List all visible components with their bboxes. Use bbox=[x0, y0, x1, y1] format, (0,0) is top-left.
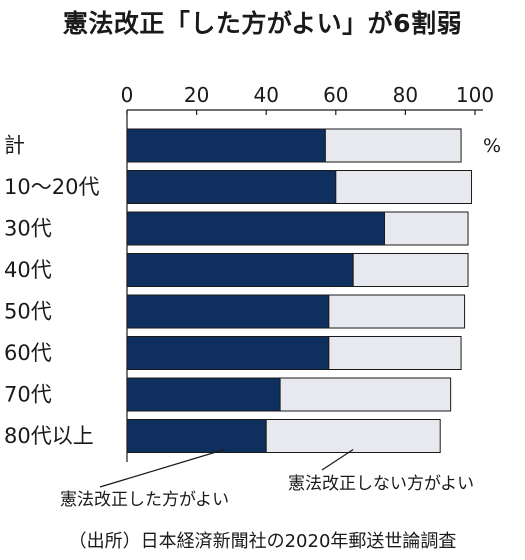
category-labels: 計 10～20代 30代 40代 50代 60代 70代 80代以上 bbox=[4, 134, 99, 449]
category-label: 50代 bbox=[4, 300, 52, 324]
source-note: （出所）日本経済新聞社の2020年郵送世論調査 bbox=[68, 531, 457, 552]
bar-oppose bbox=[352, 253, 469, 287]
bar-oppose bbox=[328, 336, 462, 370]
bar-support bbox=[126, 419, 267, 453]
bar-support bbox=[126, 211, 386, 246]
chart-title: 憲法改正「した方がよい」が6割弱 bbox=[62, 9, 463, 38]
bars bbox=[126, 128, 473, 453]
legend-label-support: 憲法改正した方がよい bbox=[60, 489, 229, 510]
legend: 憲法改正した方がよい 憲法改正しない方がよい bbox=[60, 448, 474, 510]
bar-support bbox=[126, 128, 326, 163]
bar-oppose bbox=[324, 128, 462, 163]
category-label: 30代 bbox=[4, 217, 52, 241]
bar-support bbox=[126, 377, 281, 412]
category-label: 10～20代 bbox=[4, 175, 99, 199]
legend-leader-oppose bbox=[321, 448, 354, 471]
bar-support bbox=[126, 170, 337, 204]
bar-oppose bbox=[265, 419, 441, 453]
axis: 0 20 40 60 80 100% bbox=[121, 83, 501, 462]
bar-oppose bbox=[384, 211, 469, 246]
category-label: 70代 bbox=[4, 383, 52, 407]
x-tick-label: 40 bbox=[253, 83, 278, 107]
x-tick-label: 80 bbox=[393, 83, 418, 107]
x-tick-label: 60 bbox=[323, 83, 348, 107]
legend-label-oppose: 憲法改正しない方がよい bbox=[288, 473, 474, 494]
x-tick-label: 100 bbox=[456, 83, 494, 107]
x-tick-label: 0 bbox=[121, 83, 134, 107]
bar-oppose bbox=[335, 170, 473, 204]
bar-support bbox=[126, 253, 354, 287]
bar-oppose bbox=[279, 377, 452, 412]
category-label: 60代 bbox=[4, 341, 52, 365]
x-tick-label: 20 bbox=[184, 83, 209, 107]
category-label: 計 bbox=[4, 134, 25, 158]
category-label: 40代 bbox=[4, 258, 52, 282]
unit-label: % bbox=[483, 135, 501, 157]
bar-oppose bbox=[328, 294, 466, 329]
legend-leader-support bbox=[99, 448, 225, 488]
category-label: 80代以上 bbox=[4, 424, 94, 448]
bar-support bbox=[126, 294, 330, 329]
bar-support bbox=[126, 336, 330, 370]
